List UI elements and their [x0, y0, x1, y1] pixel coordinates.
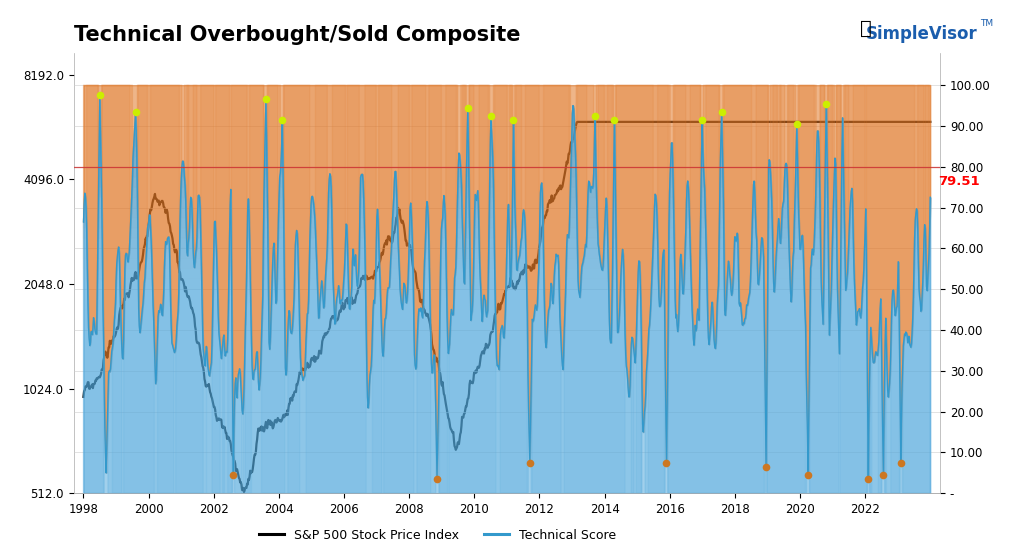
Text: 🦅: 🦅 — [860, 19, 871, 38]
Text: SimpleVisor: SimpleVisor — [866, 25, 978, 43]
Legend: S&P 500 Stock Price Index, Technical Score: S&P 500 Stock Price Index, Technical Sco… — [254, 524, 622, 546]
Text: Technical Overbought/Sold Composite: Technical Overbought/Sold Composite — [74, 25, 520, 45]
Text: 79.51: 79.51 — [938, 175, 980, 188]
Text: TM: TM — [980, 19, 993, 28]
